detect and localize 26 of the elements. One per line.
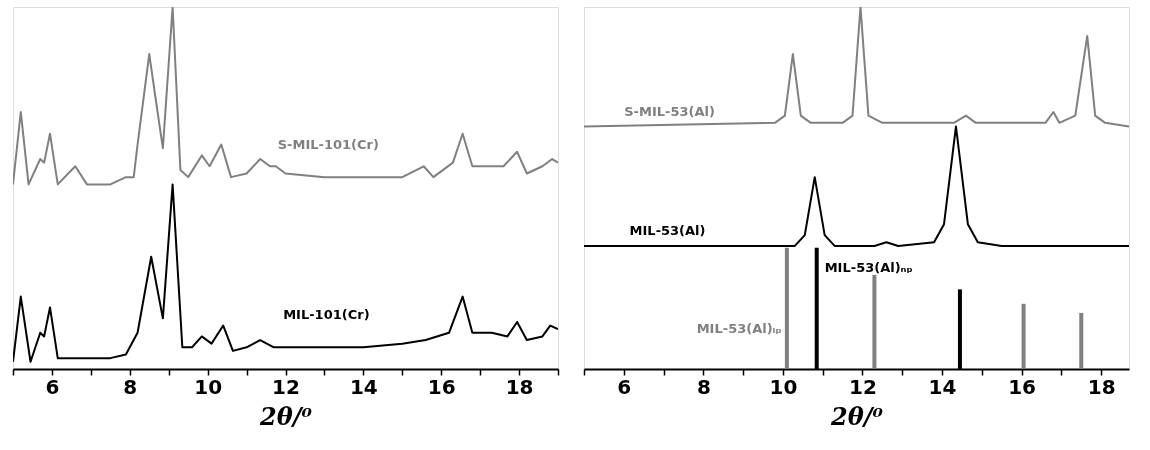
x-axis-title: 2θ/⁰ [830,401,884,431]
x-axis-title: 2θ/⁰ [259,401,313,431]
x-tick-label: 14 [349,374,378,399]
x-tick-label: 18 [1087,374,1116,399]
x-tick-label: 10 [194,374,223,399]
bar [1021,303,1026,369]
series-label: MIL-53(Al)ₙₚ [824,259,913,275]
series-label: MIL-53(Al)ₗₚ [696,321,782,337]
x-tick-label: 18 [505,374,534,399]
bar [1079,312,1084,369]
x-tick-label: 10 [769,374,798,399]
series-label: S-MIL-101(Cr) [277,136,379,152]
x-tick-label: 16 [427,374,456,399]
x-tick-label: 6 [45,374,60,399]
x-tick-label: 12 [272,374,300,399]
x-tick-label: 14 [928,374,957,399]
series-label: S-MIL-53(Al) [624,103,715,119]
x-tick-label: 16 [1008,374,1037,399]
x-tick-label: 8 [696,374,711,399]
x-tick-label: 12 [849,374,877,399]
x-tick-label: 8 [123,374,138,399]
series-label: MIL-101(Cr) [283,306,370,322]
bar [784,247,789,369]
x-tick-label: 6 [617,374,632,399]
bar [872,274,877,369]
series-label: MIL-53(Al) [629,223,706,239]
